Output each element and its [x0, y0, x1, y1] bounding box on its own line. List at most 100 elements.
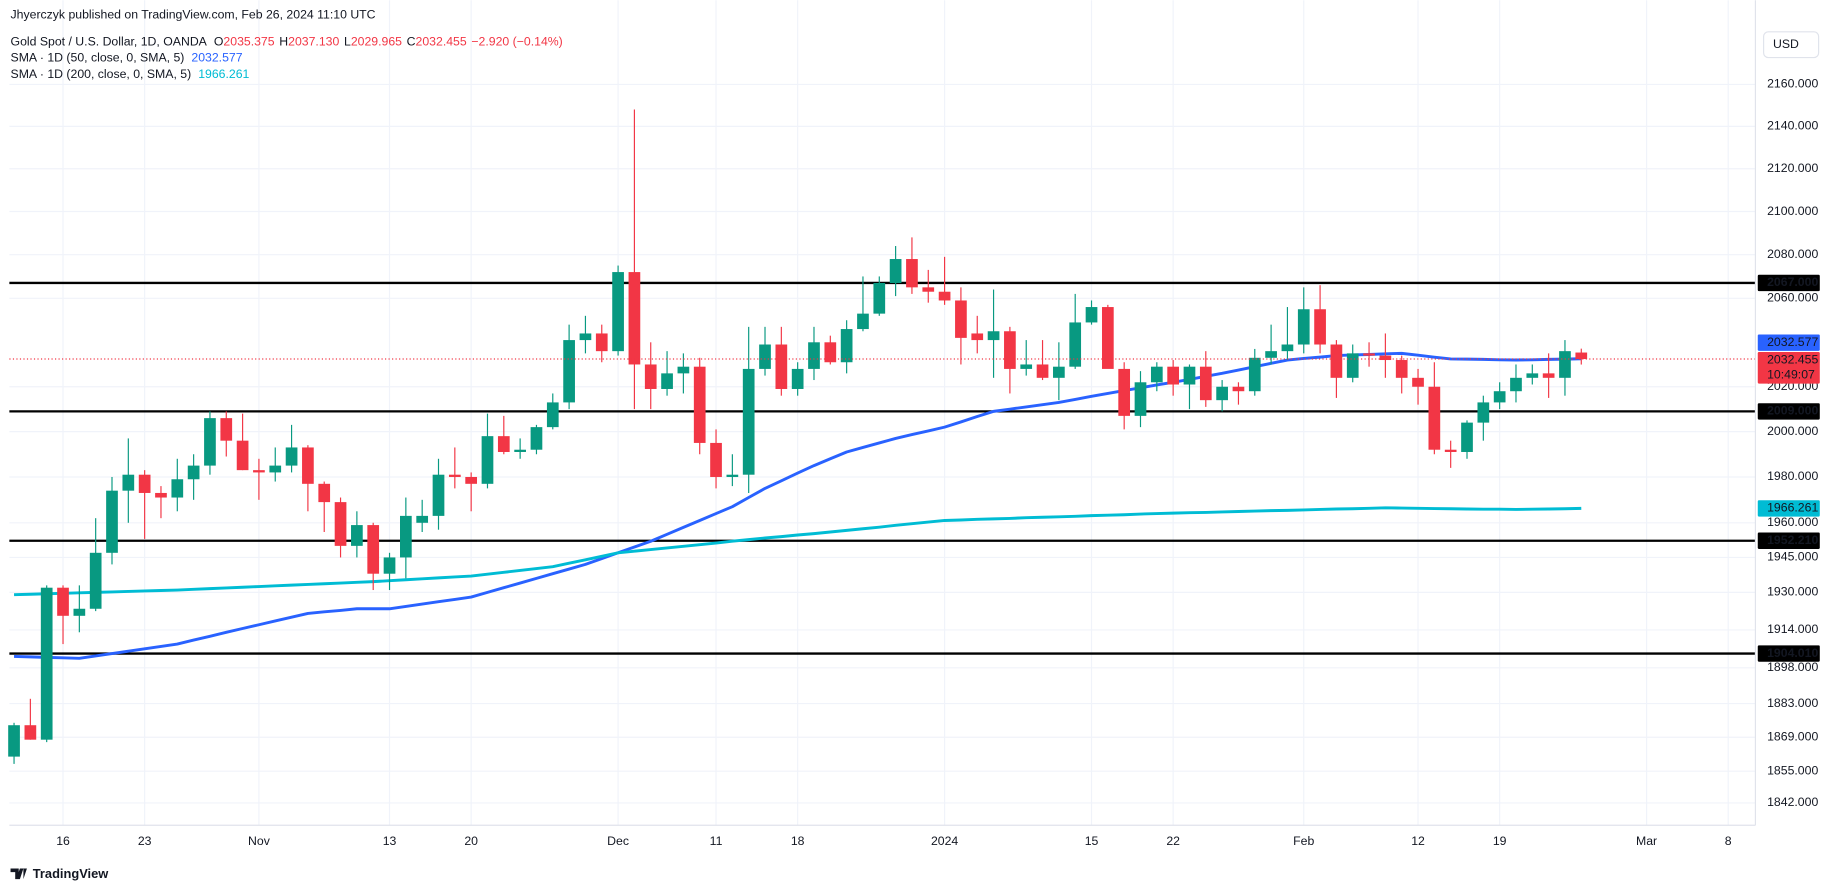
- candle-body: [563, 340, 575, 403]
- candle-body: [351, 525, 363, 546]
- level-label-box: [1757, 532, 1820, 549]
- sma-line: [14, 506, 1582, 597]
- candle-body: [57, 587, 69, 616]
- candle-body: [318, 483, 331, 503]
- candle-body: [1428, 386, 1441, 450]
- x-tick-label: 18: [791, 834, 805, 848]
- candle-body: [122, 474, 135, 491]
- candle-body: [89, 552, 102, 609]
- y-tick-label: 2080.000: [1767, 247, 1818, 261]
- candle-body: [1493, 391, 1506, 403]
- countdown-label: 10:49:07: [1767, 368, 1815, 382]
- currency-button-frame[interactable]: [1763, 31, 1820, 59]
- candle-body: [1248, 357, 1261, 392]
- currency-button[interactable]: USD: [1763, 31, 1820, 59]
- x-tick-label: 8: [1725, 834, 1732, 848]
- candle-body: [334, 502, 347, 546]
- y-tick-label: 1914.000: [1767, 622, 1818, 636]
- candle-body: [530, 427, 543, 450]
- sma-line: [14, 351, 1582, 660]
- candle-body: [579, 333, 592, 341]
- candle-body: [677, 366, 690, 374]
- x-tick-label: 20: [464, 834, 478, 848]
- legend-letter: O: [214, 35, 224, 49]
- candle-body: [432, 474, 445, 516]
- indicator-legend: SMA · 1D (50, close, 0, SMA, 5) 2032.577S…: [11, 51, 250, 81]
- candle-body: [775, 344, 788, 389]
- candle-body: [269, 465, 282, 473]
- y-tick-label: 1842.000: [1767, 795, 1818, 809]
- candle-body: [1150, 366, 1163, 383]
- candle-body: [1477, 402, 1490, 423]
- candle-body: [1167, 366, 1179, 385]
- candle-body: [1314, 309, 1326, 345]
- y-tick-label: 2120.000: [1767, 161, 1818, 175]
- candle-body: [1004, 331, 1016, 369]
- byline: Jhyerczyk published on TradingView.com, …: [11, 8, 376, 22]
- y-tick-label: 2100.000: [1767, 204, 1818, 218]
- sma-legend-name: SMA · 1D (50, close, 0, SMA, 5): [11, 51, 185, 65]
- candle-body: [1118, 368, 1131, 416]
- ohlc-legend: Gold Spot / U.S. Dollar, 1D, OANDA O2035.…: [11, 35, 563, 49]
- x-tick-label: 12: [1411, 834, 1425, 848]
- x-tick-label: 16: [56, 834, 70, 848]
- y-tick-label: 1930.000: [1767, 585, 1818, 599]
- y-tick-label: 1883.000: [1767, 696, 1818, 710]
- candle-body: [1281, 344, 1294, 352]
- legend-value: 2032.455: [416, 35, 467, 49]
- legend-letter: L: [344, 35, 351, 49]
- y-tick-label: 2000.000: [1767, 424, 1818, 438]
- y-tick-label: 2140.000: [1767, 119, 1818, 133]
- y-tick-label: 1898.000: [1767, 660, 1818, 674]
- candle-body: [628, 272, 641, 365]
- y-tick-label: 1855.000: [1767, 763, 1818, 777]
- legend-change: −2.920 (−0.14%): [471, 35, 562, 49]
- level-label-box: [1757, 645, 1820, 662]
- candle-body: [1559, 351, 1571, 378]
- grid: [9, 0, 1756, 826]
- candle-body: [971, 333, 984, 341]
- sma-legend-value: 1966.261: [198, 67, 249, 81]
- plot-area: [8, 109, 1756, 764]
- candle-body: [1085, 307, 1098, 323]
- candle-body: [791, 368, 804, 389]
- candle-body: [824, 342, 837, 363]
- candle-body: [1412, 377, 1424, 387]
- candle-body: [138, 474, 151, 493]
- level-label: 1952.210: [1767, 533, 1818, 547]
- x-tick-label: 23: [138, 834, 152, 848]
- candle-body: [1053, 366, 1065, 378]
- candle-body: [1395, 360, 1408, 378]
- candle-body: [1183, 366, 1196, 385]
- candle-body: [497, 436, 510, 452]
- candle-body: [400, 515, 412, 558]
- candle-body: [693, 366, 706, 443]
- candle-body: [1575, 352, 1588, 360]
- candle-body: [24, 725, 37, 740]
- x-tick-label: Nov: [248, 834, 271, 848]
- candle-body: [1444, 449, 1457, 452]
- x-tick-label: 13: [383, 834, 397, 848]
- candle-body: [204, 418, 216, 466]
- brand-name: TradingView: [33, 866, 110, 881]
- candle-body: [1379, 355, 1392, 361]
- x-tick-label: Mar: [1636, 834, 1657, 848]
- candle-body: [987, 331, 1000, 341]
- candle-body: [302, 447, 314, 484]
- candle-body: [1265, 351, 1277, 358]
- currency-label[interactable]: USD: [1773, 37, 1799, 51]
- last-price-box: [1757, 351, 1820, 384]
- candle-body: [171, 479, 184, 498]
- brand-logo: [10, 868, 27, 880]
- candle-body: [710, 442, 722, 477]
- candle-body: [8, 725, 20, 757]
- sma-price-label: 1966.261: [1767, 501, 1818, 515]
- candle-body: [1199, 366, 1212, 401]
- candle-body: [1036, 364, 1049, 378]
- legend-letter: C: [407, 35, 416, 49]
- candle-body: [546, 402, 559, 428]
- candle-body: [938, 291, 951, 301]
- legend-value: 2029.965: [351, 35, 402, 49]
